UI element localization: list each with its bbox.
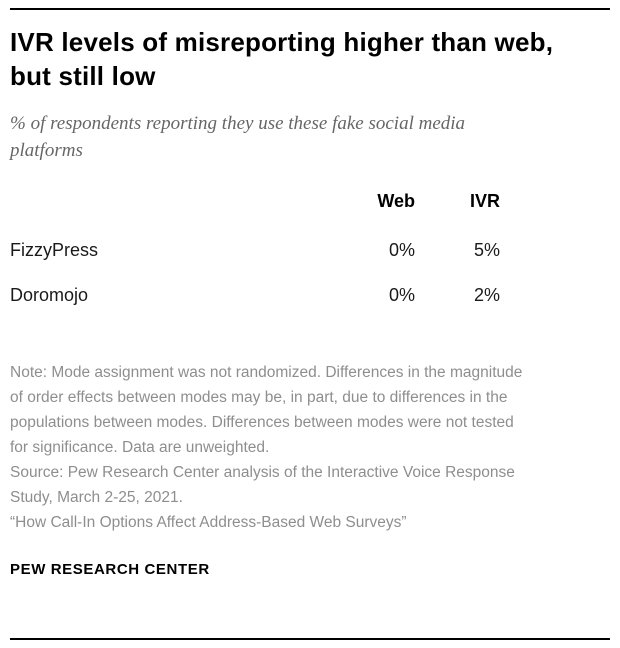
bottom-rule [10, 638, 610, 640]
row-value-ivr: 2% [473, 284, 500, 305]
top-rule [10, 8, 610, 10]
table-row: Doromojo 0% 2% [10, 285, 500, 330]
chart-subtitle: % of respondents reporting they use thes… [10, 112, 466, 162]
table-header: Web IVR [10, 191, 500, 240]
source-text: Source: Pew Research Center analysis of … [10, 464, 515, 507]
header-label-spacer [10, 191, 330, 240]
table-header-row: Web IVR [10, 191, 500, 240]
bottom-rule-wrap [10, 638, 610, 648]
row-value-ivr: 5% [473, 239, 500, 260]
table-body: FizzyPress 0% 5% Doromojo 0% 2% [10, 240, 500, 330]
footnotes: Note: Mode assignment was not randomized… [10, 360, 530, 536]
pew-research-center-brand: PEW RESEARCH CENTER [10, 561, 210, 579]
note-text: Note: Mode assignment was not randomized… [10, 363, 523, 457]
column-header-web: Web [377, 190, 415, 211]
data-table: Web IVR FizzyPress 0% 5% Doromojo 0% 2% [10, 191, 500, 330]
row-value-web: 0% [388, 239, 415, 260]
row-label: Doromojo [10, 284, 89, 305]
row-label: FizzyPress [10, 239, 99, 260]
flex-spacer [10, 578, 610, 638]
table-row: FizzyPress 0% 5% [10, 240, 500, 285]
report-title-text: “How Call-In Options Affect Address-Base… [10, 514, 407, 532]
chart-title: IVR levels of misreporting higher than w… [10, 27, 554, 91]
row-value-web: 0% [388, 284, 415, 305]
column-header-ivr: IVR [469, 190, 500, 211]
